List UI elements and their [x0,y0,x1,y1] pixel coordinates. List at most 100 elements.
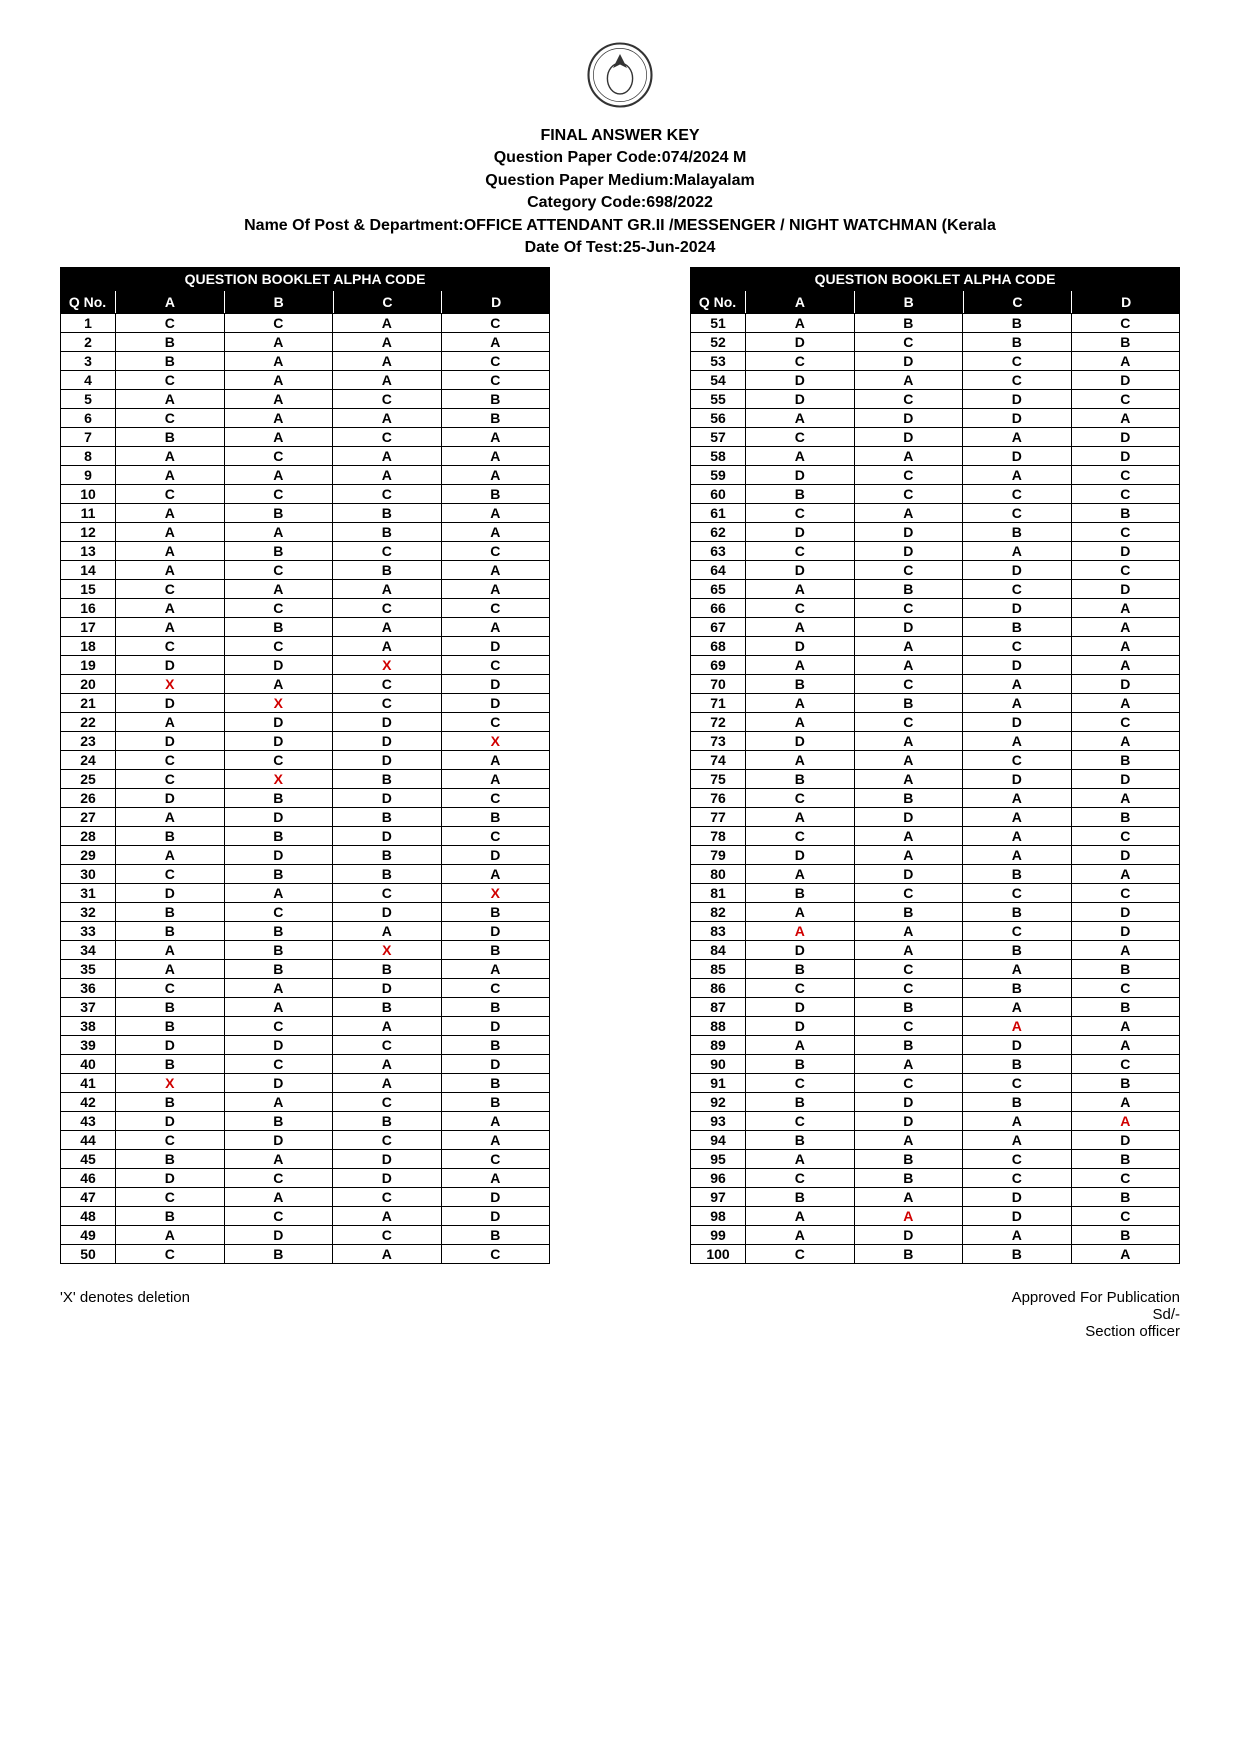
answer-cell: C [224,1055,333,1074]
answer-cell: D [1071,428,1180,447]
table-row: 65ABCD [691,580,1180,599]
answer-cell: D [224,846,333,865]
answer-cell: A [963,998,1072,1017]
qno-cell: 45 [61,1150,116,1169]
answer-cell: C [746,979,855,998]
answer-cell: C [333,1093,442,1112]
answer-cell: C [963,352,1072,371]
qno-cell: 32 [61,903,116,922]
answer-cell: A [441,1131,550,1150]
answer-cell: A [746,808,855,827]
qno-cell: 62 [691,523,746,542]
answer-cell: B [746,960,855,979]
answer-cell: B [441,485,550,504]
qno-cell: 9 [61,466,116,485]
qno-cell: 86 [691,979,746,998]
category: Category Code:698/2022 [60,192,1180,214]
qno-cell: 22 [61,713,116,732]
answer-cell: B [116,827,225,846]
table-row: 13ABCC [61,542,550,561]
qno-cell: 76 [691,789,746,808]
answer-cell: A [116,713,225,732]
answer-cell: D [333,979,442,998]
table-row: 81BCCC [691,884,1180,903]
answer-cell: A [224,523,333,542]
answer-cell: A [963,846,1072,865]
answer-cell: C [1071,1055,1180,1074]
answer-cell: A [441,466,550,485]
answer-cell: A [116,561,225,580]
answer-cell: A [333,618,442,637]
qno-cell: 56 [691,409,746,428]
table-row: 45BADC [61,1150,550,1169]
answer-cell: A [441,580,550,599]
qno-cell: 43 [61,1112,116,1131]
answer-cell: C [1071,466,1180,485]
answer-cell: C [333,1226,442,1245]
qno-cell: 81 [691,884,746,903]
table-row: 27ADBB [61,808,550,827]
answer-cell: B [116,352,225,371]
qno-cell: 91 [691,1074,746,1093]
answer-cell: C [116,637,225,656]
answer-cell: D [441,675,550,694]
answer-cell: D [746,466,855,485]
qno-cell: 89 [691,1036,746,1055]
answer-cell: D [854,352,963,371]
answer-cell: B [1071,1188,1180,1207]
table-row: 17ABAA [61,618,550,637]
answer-cell: D [746,333,855,352]
answer-cell: D [746,941,855,960]
answer-cell: A [441,447,550,466]
answer-cell: C [746,504,855,523]
answer-cell: A [333,466,442,485]
answer-cell: D [224,1036,333,1055]
table-row: 70BCAD [691,675,1180,694]
answer-cell: A [441,504,550,523]
column-headers: Q No. A B C D [690,291,1180,313]
qno-cell: 41 [61,1074,116,1093]
table-row: 18CCAD [61,637,550,656]
answer-cell: C [116,1245,225,1264]
answer-cell: C [441,599,550,618]
table-row: 99ADAB [691,1226,1180,1245]
answer-cell: A [854,941,963,960]
answer-cell: B [963,618,1072,637]
answer-cell: B [441,1226,550,1245]
answer-cell: A [963,1112,1072,1131]
answer-cell: B [1071,1226,1180,1245]
table-row: 33BBAD [61,922,550,941]
answer-cell: C [441,352,550,371]
answer-cell: C [746,1112,855,1131]
answer-cell: X [116,675,225,694]
answer-cell: B [333,846,442,865]
answer-cell: D [333,732,442,751]
post: Name Of Post & Department:OFFICE ATTENDA… [60,215,1180,237]
answer-cell: D [746,998,855,1017]
answer-cell: D [746,390,855,409]
qno-cell: 20 [61,675,116,694]
answer-cell: A [746,713,855,732]
answer-cell: A [1071,732,1180,751]
table-row: 97BADB [691,1188,1180,1207]
qno-cell: 88 [691,1017,746,1036]
qno-cell: 95 [691,1150,746,1169]
table-row: 94BAAD [691,1131,1180,1150]
answer-cell: B [333,561,442,580]
answer-cell: D [116,1036,225,1055]
answer-cell: A [963,1017,1072,1036]
table-row: 37BABB [61,998,550,1017]
answer-cell: C [333,694,442,713]
answer-cell: B [1071,808,1180,827]
answer-cell: C [224,1169,333,1188]
answer-cell: A [1071,694,1180,713]
table-row: 66CCDA [691,599,1180,618]
answer-cell: A [1071,656,1180,675]
table-row: 22ADDC [61,713,550,732]
qno-cell: 72 [691,713,746,732]
table-row: 12AABA [61,523,550,542]
answer-cell: X [441,732,550,751]
answer-cell: A [116,941,225,960]
table-row: 9AAAA [61,466,550,485]
answer-cell: C [963,371,1072,390]
